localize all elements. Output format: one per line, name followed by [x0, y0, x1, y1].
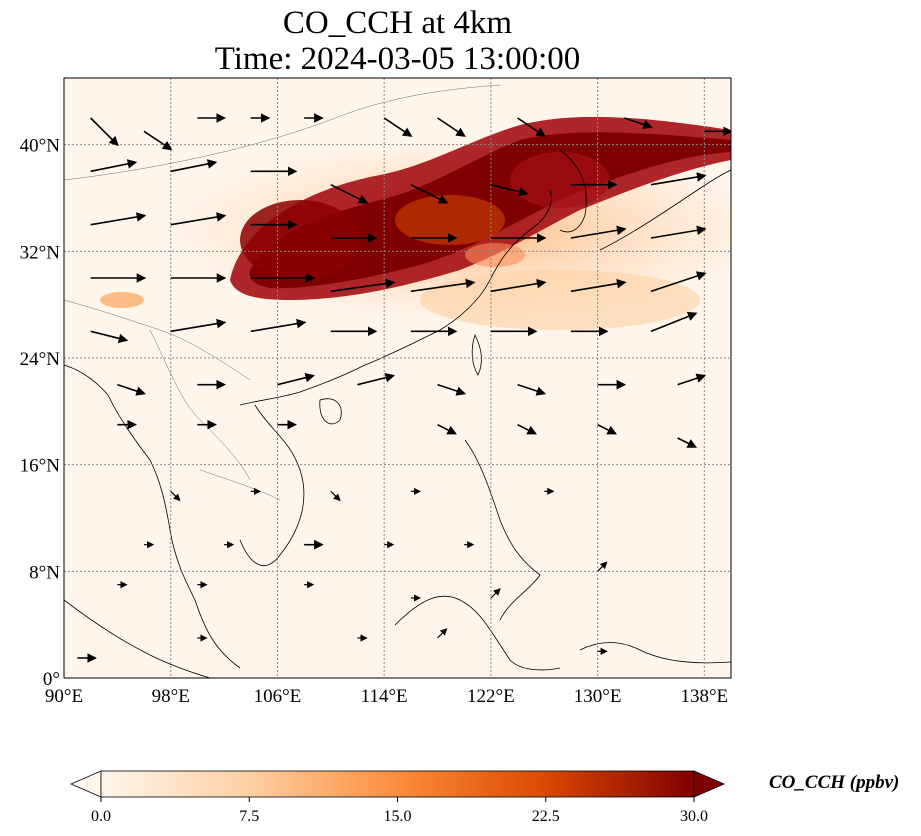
wind-vector	[170, 318, 227, 333]
map-time-subtitle: Time: 2024-03-05 13:00:00	[214, 41, 581, 77]
coastline-japan	[599, 169, 731, 251]
wind-vector	[650, 172, 707, 186]
colorbar-label: CO_CCH (ppbv)	[769, 772, 899, 793]
coastlines	[64, 149, 731, 678]
wind-vector	[357, 372, 396, 386]
colorbar-tick-label: 30.0	[680, 808, 708, 825]
lon-tick-label: 106°E	[254, 686, 302, 707]
wind-vector	[677, 437, 698, 448]
wind-vector	[90, 212, 147, 226]
wind-vector	[570, 278, 627, 293]
wind-vector	[170, 490, 181, 502]
wind-vector	[170, 212, 227, 226]
plume-myanmar-patch	[100, 292, 144, 308]
wind-vector	[250, 318, 307, 333]
wind-vector	[650, 225, 707, 239]
lat-tick-label: 0°	[43, 669, 60, 690]
wind-vector	[383, 117, 413, 137]
coastline-korea	[559, 149, 587, 233]
lon-tick-label: 98°E	[152, 686, 190, 707]
lon-tick-label: 130°E	[574, 686, 622, 707]
wind-vector	[410, 183, 449, 204]
wind-vector	[170, 159, 218, 173]
border-thailand-cambodia	[199, 469, 281, 501]
map-title: CO_CCH at 4km	[282, 5, 513, 41]
plume-east-china-edge	[465, 243, 525, 267]
lat-tick-label: 24°N	[20, 349, 61, 370]
border-south-asia	[64, 299, 251, 381]
wind-vector	[277, 372, 315, 386]
wind-vector	[490, 278, 547, 293]
plume-haze-south	[420, 270, 700, 330]
plume-korea-core	[510, 152, 610, 208]
wind-vector	[330, 183, 369, 204]
lat-tick-labels: 0° 8°N 16°N 24°N 32°N 40°N	[20, 136, 61, 690]
wind-vector	[624, 117, 653, 130]
map-panel	[63, 77, 732, 679]
wind-vector	[650, 311, 698, 333]
wind-vector	[597, 423, 618, 435]
coastline-taiwan	[471, 333, 482, 376]
lat-tick-label: 32°N	[20, 242, 61, 263]
wind-vector	[410, 278, 476, 293]
colorbar-tick-label: 15.0	[384, 808, 412, 825]
colorbar: 0.0 7.5 15.0 22.5 30.0 CO_CCH (ppbv)	[69, 770, 899, 825]
lat-tick-label: 40°N	[20, 136, 61, 157]
lon-tick-labels: 90°E 98°E 106°E 114°E 122°E 130°E 138°E	[45, 686, 728, 707]
wind-vector	[90, 330, 129, 344]
wind-vectors	[77, 113, 731, 663]
coastline-sumatra	[64, 599, 211, 678]
coastline-china	[239, 189, 552, 406]
wind-vector	[437, 423, 457, 435]
gridlines	[64, 78, 731, 678]
wind-vector	[437, 383, 467, 396]
lon-tick-label: 90°E	[45, 686, 83, 707]
wind-vector	[570, 225, 627, 239]
wind-vector	[90, 117, 119, 147]
colorbar-tick-label: 7.5	[239, 808, 259, 825]
wind-vector	[90, 159, 138, 173]
wind-vector	[650, 271, 707, 293]
wind-vector	[490, 588, 501, 599]
lat-tick-label: 8°N	[29, 562, 60, 583]
border-myanmar-laos	[149, 329, 251, 481]
lat-tick-label: 16°N	[20, 456, 61, 477]
wind-vector	[143, 130, 173, 151]
map-frame	[63, 77, 732, 679]
colorbar-tick-label: 0.0	[91, 808, 111, 825]
wind-vector	[437, 117, 466, 137]
coastline-hainan	[319, 398, 342, 425]
wind-vector	[330, 278, 396, 293]
wind-vector	[677, 373, 707, 386]
plume-sichuan-core	[240, 200, 360, 280]
colorbar-ticks: 0.0 7.5 15.0 22.5 30.0	[91, 797, 708, 825]
wind-vector	[517, 383, 547, 396]
lon-tick-label: 114°E	[361, 686, 408, 707]
wind-vector	[117, 383, 146, 396]
colorbar-extend-max	[693, 770, 726, 798]
colorbar-tick-label: 22.5	[532, 808, 560, 825]
coastline-indochina-west	[64, 364, 241, 669]
wind-vector	[437, 628, 448, 639]
wind-vector	[517, 423, 537, 435]
wind-vector	[517, 117, 546, 137]
coastline-new-guinea	[579, 642, 731, 664]
wind-vector	[330, 490, 341, 502]
lon-tick-label: 122°E	[467, 686, 515, 707]
colorbar-gradient	[100, 770, 695, 798]
coastline-philippines	[464, 439, 541, 621]
coastline-vietnam	[239, 404, 305, 566]
coastline-borneo	[394, 595, 561, 671]
wind-vector	[597, 561, 608, 572]
colorbar-extend-min	[69, 770, 102, 798]
plume-central-china	[395, 195, 505, 245]
wind-vector	[490, 183, 529, 197]
lon-tick-label: 138°E	[680, 686, 728, 707]
